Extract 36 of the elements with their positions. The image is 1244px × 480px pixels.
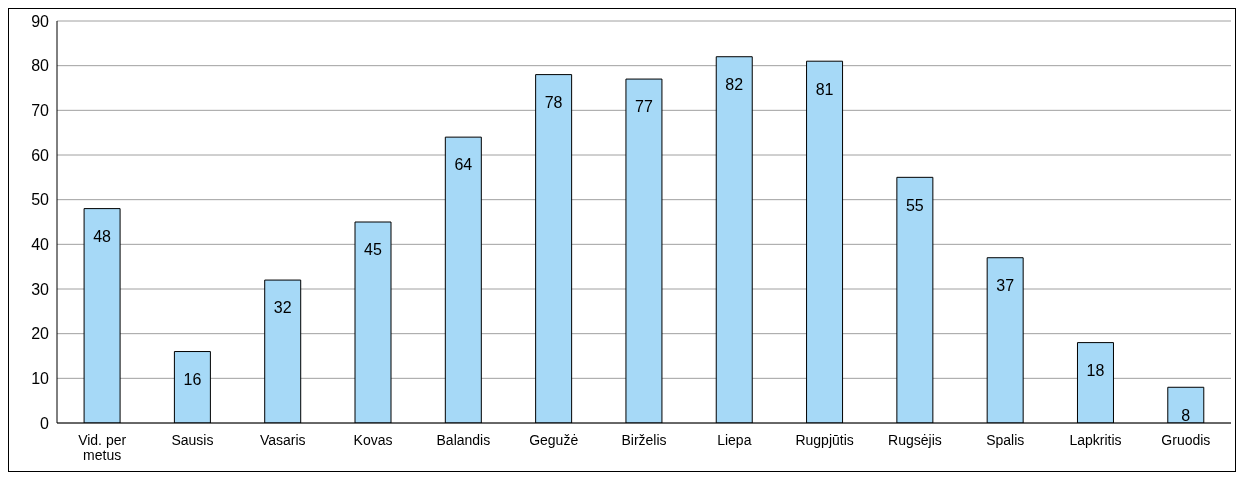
y-tick-label: 40 [31,236,50,254]
data-label: 32 [273,299,292,317]
y-tick-label: 0 [40,414,50,432]
x-tick-label: Vasaris [259,432,306,448]
data-label: 82 [725,76,744,94]
y-tick-label: 90 [31,12,50,30]
data-label: 55 [905,196,924,214]
y-tick-label: 20 [31,325,50,343]
x-tick-label: Spalis [986,432,1025,448]
data-label: 78 [544,93,563,111]
x-tick-label: Balandis [436,432,491,448]
y-tick-label: 50 [31,191,50,209]
x-tick-label: Liepa [717,432,752,448]
x-tick-label: Vid. per metus [78,432,127,463]
data-label: 45 [364,241,383,259]
x-tick-label: Birželis [621,432,667,448]
data-label: 81 [815,80,834,98]
data-label: 16 [183,370,202,388]
y-tick-label: 30 [31,280,50,298]
x-tick-label: Rugpjūtis [795,432,854,448]
y-tick-label: 70 [31,102,50,120]
data-label: 48 [93,227,112,245]
x-tick-label: Gruodis [1161,432,1211,448]
data-label: 8 [1181,406,1191,424]
data-label: 77 [635,98,653,116]
y-tick-label: 60 [31,146,50,164]
data-label: 37 [996,277,1015,295]
x-tick-label: Lapkritis [1069,432,1122,448]
x-tick-label: Kovas [353,432,393,448]
data-label: 64 [454,156,473,174]
y-tick-label: 10 [31,370,50,388]
y-tick-label: 80 [31,57,50,75]
x-tick-label: Sausis [171,432,214,448]
data-label: 18 [1086,361,1105,379]
x-tick-label: Rugsėjis [888,432,942,448]
x-tick-label: Gegužė [529,432,579,448]
